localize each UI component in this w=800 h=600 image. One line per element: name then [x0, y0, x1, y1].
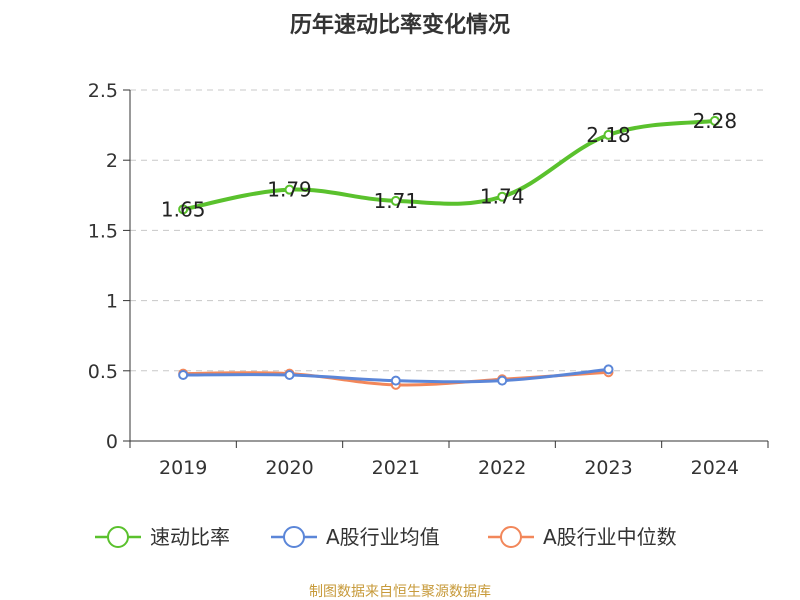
data-labels: 1.65 1.79 1.71 1.74 2.18 2.28	[161, 109, 737, 221]
series-group	[178, 115, 720, 390]
data-point-0	[390, 195, 401, 206]
x-tick-label: 2019	[159, 457, 207, 479]
legend[interactable]: 速动比率 A股行业均值 A股行业中位数	[95, 525, 677, 549]
data-point-0	[603, 129, 614, 140]
y-tick-label: 0.5	[88, 361, 118, 383]
data-point-0	[178, 204, 189, 215]
data-label: 2.18	[586, 123, 631, 147]
x-tick-label: 2021	[372, 457, 420, 479]
legend-label: 速动比率	[150, 525, 230, 549]
data-point-1	[390, 375, 401, 386]
legend-item-0[interactable]: 速动比率	[95, 525, 230, 549]
data-label: 2.28	[693, 109, 738, 133]
data-point-0	[497, 191, 508, 202]
source-note: 制图数据来自恒生聚源数据库	[309, 584, 491, 600]
x-tick-label: 2020	[265, 457, 313, 479]
data-point-1	[497, 375, 508, 386]
data-point-0	[709, 115, 720, 126]
data-label: 1.79	[267, 178, 312, 202]
data-label: 1.74	[480, 185, 525, 209]
y-tick-label: 0	[106, 431, 118, 453]
data-point-1	[178, 370, 189, 381]
y-tick-label: 2	[106, 150, 118, 172]
data-point-0	[284, 184, 295, 195]
chart-title: 历年速动比率变化情况	[290, 12, 510, 38]
x-tick-label: 2022	[478, 457, 526, 479]
y-tick-label: 2.5	[88, 80, 118, 102]
y-axis: 0 0.5 1 1.5 2 2.5	[88, 80, 131, 453]
grid-lines	[130, 89, 768, 372]
x-tick-label: 2023	[584, 457, 632, 479]
legend-label: A股行业中位数	[543, 525, 677, 549]
legend-marker	[500, 526, 522, 548]
legend-label: A股行业均值	[326, 525, 440, 549]
data-label: 1.71	[374, 189, 419, 213]
y-tick-label: 1.5	[88, 220, 118, 242]
legend-item-1[interactable]: A股行业均值	[271, 525, 440, 549]
legend-marker	[107, 526, 129, 548]
data-point-1	[603, 364, 614, 375]
legend-item-2[interactable]: A股行业中位数	[488, 525, 677, 549]
series-line-0	[182, 118, 716, 212]
x-tick-label: 2024	[691, 457, 739, 479]
legend-marker	[283, 526, 305, 548]
data-point-1	[284, 370, 295, 381]
data-label: 1.65	[161, 197, 206, 221]
x-axis: 2019 2020 2021 2022 2023 2024	[129, 440, 769, 479]
y-tick-label: 1	[106, 291, 118, 313]
